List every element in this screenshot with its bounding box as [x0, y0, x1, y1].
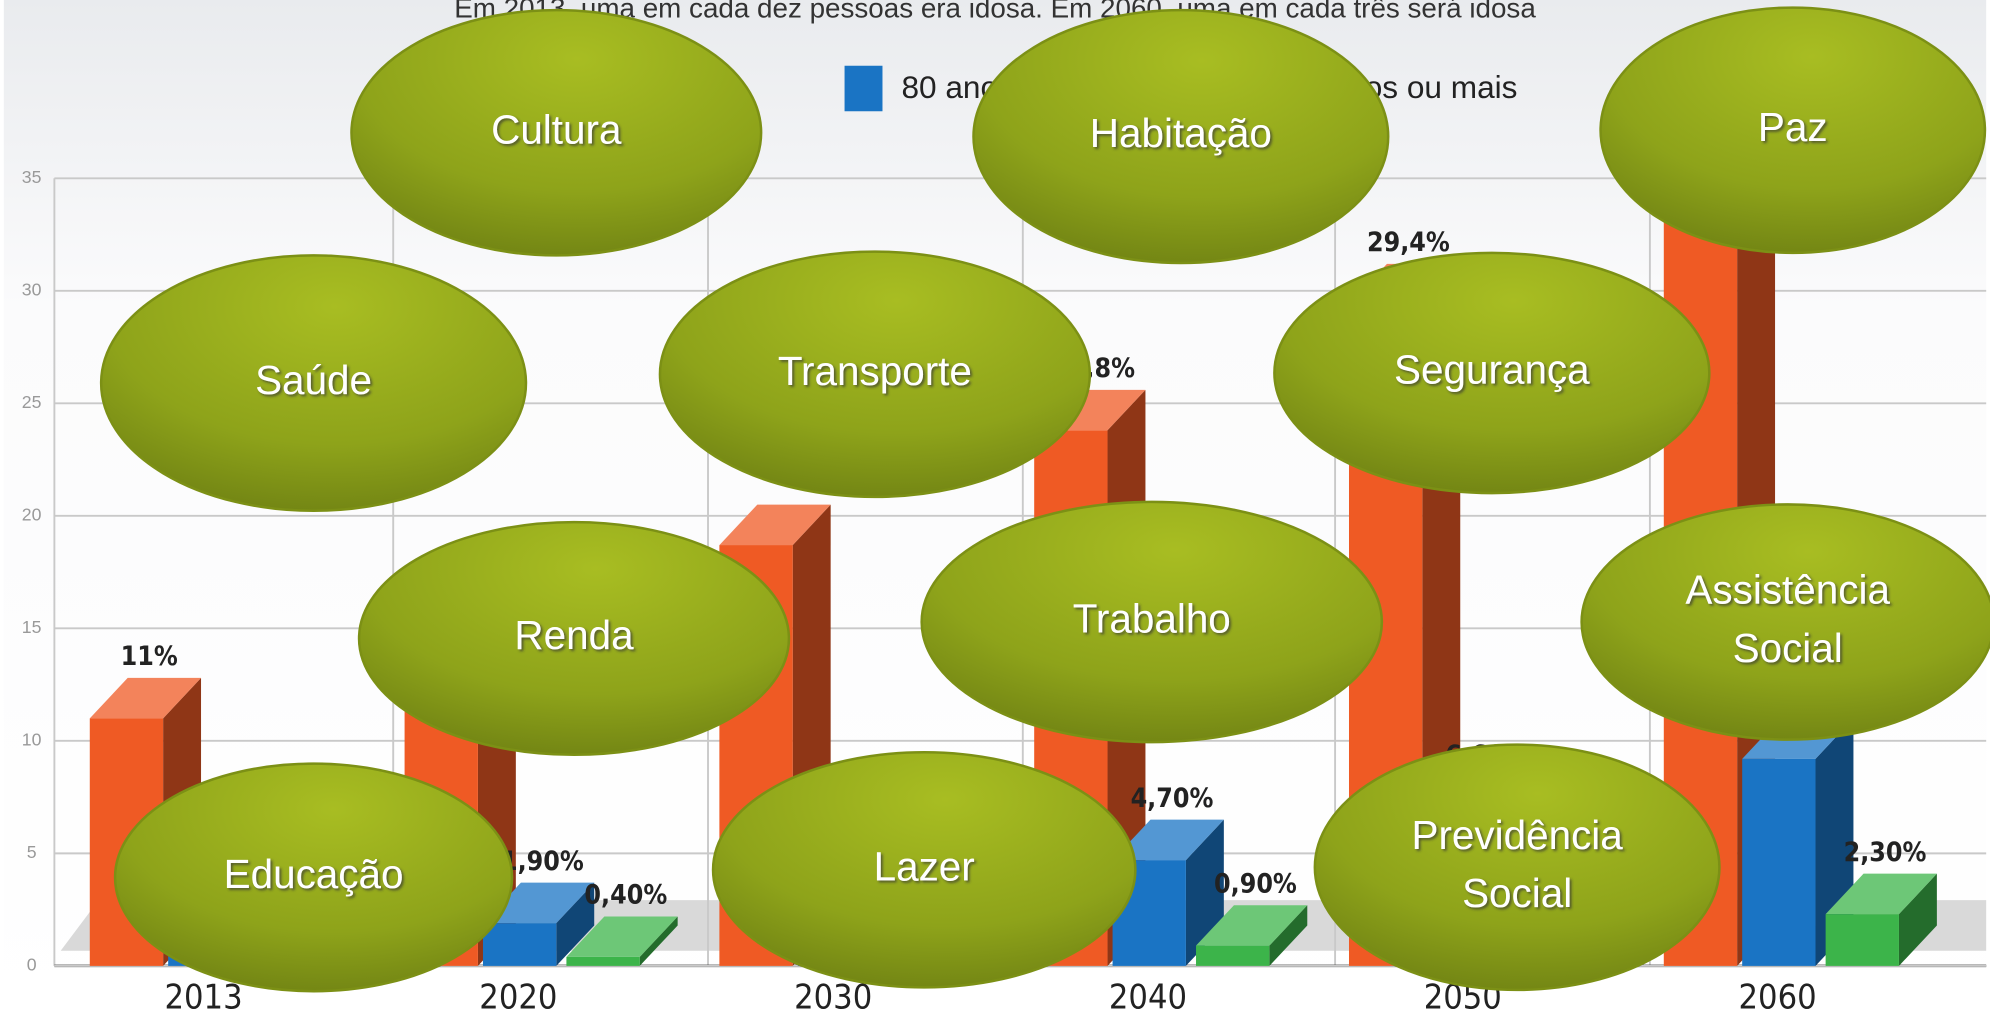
y-tick-label: 10 [22, 730, 42, 750]
topic-label: Trabalho [1073, 596, 1231, 642]
topic-bubble [113, 762, 514, 993]
topic-bubble [920, 500, 1384, 744]
bar-top [1825, 873, 1937, 915]
y-tick-label: 5 [27, 842, 37, 862]
topic-label: Lazer [874, 844, 975, 890]
topic-label: Social [1733, 625, 1843, 671]
topic-bubble [357, 520, 791, 757]
topic-label: Saúde [255, 357, 372, 403]
bar [482, 923, 557, 966]
bar-top [566, 916, 678, 957]
topic-label: Social [1462, 870, 1572, 916]
topic-label: Renda [514, 612, 634, 658]
bar-side [1269, 905, 1308, 966]
topic-label: Habitação [1090, 110, 1272, 156]
bar-side [556, 882, 595, 966]
topic-bubble [350, 8, 763, 257]
topic-label: Educação [224, 851, 404, 897]
bar-top [482, 882, 595, 924]
topic-bubble [1273, 251, 1711, 495]
topic-label: Cultura [491, 106, 622, 152]
bar-side [1898, 873, 1937, 966]
topic-bubble [99, 254, 528, 513]
topic-label: Assistência [1685, 567, 1890, 613]
y-tick-label: 20 [22, 504, 42, 524]
value-label: 29,4% [1367, 227, 1450, 258]
value-label: 2,30% [1844, 837, 1927, 868]
value-label: 4,70% [1131, 783, 1214, 814]
x-tick-label: 2030 [794, 977, 872, 1017]
value-label: 0,40% [584, 880, 667, 911]
topic-bubble [1313, 743, 1721, 992]
bar-top [1112, 819, 1224, 861]
y-tick-label: 0 [27, 955, 37, 975]
x-tick-label: 2013 [165, 977, 243, 1017]
y-tick-label: 35 [22, 167, 42, 187]
topic-bubble [1580, 503, 1990, 741]
bar-side [639, 916, 678, 966]
topic-label: Paz [1758, 104, 1828, 150]
y-tick-label: 15 [22, 617, 42, 637]
value-label: 1,90% [501, 846, 584, 877]
x-tick-label: 2040 [1109, 977, 1187, 1017]
topic-bubble [972, 8, 1390, 265]
bar-top [89, 677, 202, 719]
topic-label: Previdência [1411, 812, 1623, 858]
value-label: 0,90% [1214, 868, 1297, 899]
topic-label: Segurança [1394, 347, 1590, 393]
topic-bubble [658, 250, 1092, 499]
topic-label: Transporte [778, 348, 972, 394]
bar [566, 956, 640, 966]
chart-title: Em 2013, uma em cada dez pessoas era ido… [454, 0, 1536, 23]
topic-bubble [1599, 6, 1987, 255]
x-tick-label: 2060 [1739, 977, 1817, 1017]
bar-top [1196, 905, 1308, 946]
y-tick-label: 25 [22, 392, 42, 412]
legend-swatch [844, 65, 883, 112]
topic-bubble [711, 750, 1137, 989]
y-tick-label: 30 [22, 279, 42, 299]
value-label: 11% [121, 641, 178, 672]
bar [1825, 914, 1899, 966]
bar-top [719, 504, 831, 546]
x-tick-label: 2020 [479, 977, 557, 1017]
bar [1196, 945, 1270, 966]
bar [1742, 758, 1816, 966]
